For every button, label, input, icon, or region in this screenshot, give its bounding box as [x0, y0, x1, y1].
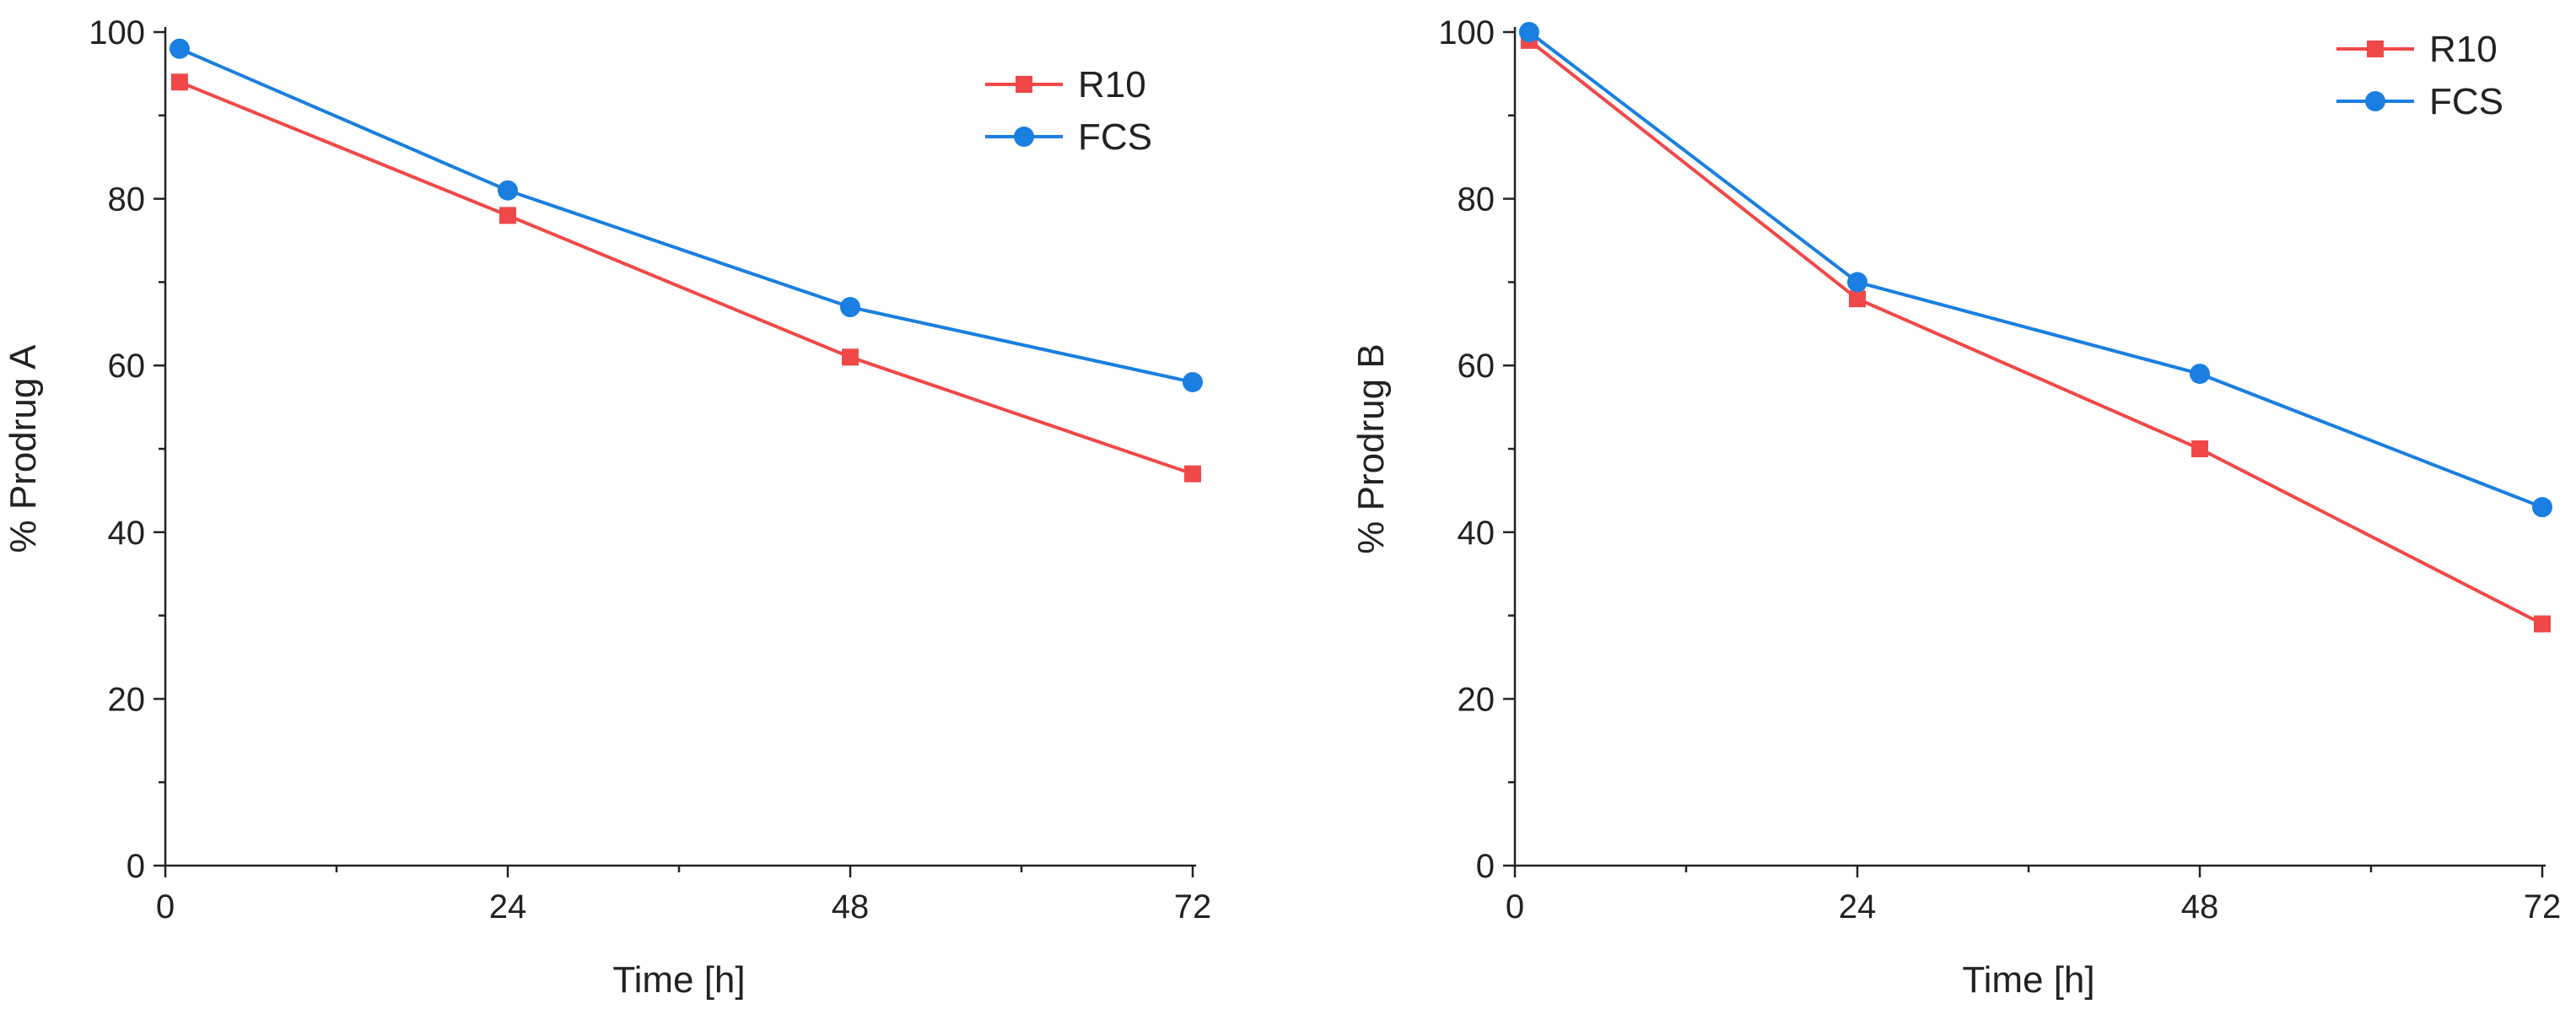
series-fcs: [1518, 22, 2552, 518]
legend-label: FCS: [1078, 116, 1152, 158]
data-point-r10: [1184, 465, 1201, 483]
legend-marker: [2367, 40, 2384, 57]
legend-entry-r10: R10: [985, 64, 1146, 105]
chart-panel-right: 0 20 40 60 80 100 0 24 48 72 Time [h] % Prodrug B R1…: [1350, 14, 2561, 1001]
data-point-r10: [499, 207, 516, 224]
data-point-fcs: [498, 180, 518, 201]
legend-marker: [1016, 76, 1032, 93]
y-tick-label: 20: [108, 681, 146, 718]
y-axis-title: % Prodrug B: [1350, 343, 1392, 553]
legend-entry-fcs: FCS: [2336, 81, 2503, 122]
data-point-fcs: [1847, 272, 1867, 293]
y-tick-label: 40: [1458, 515, 1495, 552]
chart-panel-left: 0 20 40 60 80 100 0 24 48 72 Time [h] % Prodrug A R1…: [3, 14, 1211, 1001]
x-tick-label: 0: [1506, 888, 1524, 926]
y-tick-label: 60: [1458, 348, 1495, 385]
series-line-r10: [179, 80, 1194, 476]
data-point-fcs: [2190, 364, 2210, 385]
data-point-fcs: [1183, 371, 1203, 392]
series-fcs: [169, 38, 1203, 392]
data-point-fcs: [2532, 497, 2552, 518]
y-tick-label: 80: [1458, 181, 1495, 219]
x-tick-label: 24: [489, 888, 527, 926]
y-tick-label: 40: [108, 515, 146, 552]
series-line-fcs: [1528, 30, 2543, 510]
legend-entry-r10: R10: [2336, 29, 2498, 70]
legend-marker: [2365, 91, 2385, 111]
y-tick-label: 60: [108, 348, 146, 385]
y-tick-label: 0: [127, 848, 145, 885]
x-tick-label: 72: [2524, 888, 2562, 926]
legend-entry-fcs: FCS: [985, 116, 1152, 158]
series-line-r10: [1528, 39, 2543, 626]
y-tick-label: 80: [108, 181, 146, 219]
x-tick-label: 48: [2181, 888, 2219, 926]
data-point-r10: [170, 73, 188, 91]
x-tick-label: 48: [832, 888, 870, 926]
data-point-r10: [2191, 440, 2208, 457]
legend-label: R10: [1078, 64, 1146, 105]
legend-label: FCS: [2429, 81, 2503, 122]
data-point-fcs: [1518, 22, 1539, 42]
x-axis-title: Time [h]: [612, 959, 745, 1001]
data-point-r10: [842, 348, 859, 366]
x-tick-label: 0: [156, 888, 175, 926]
data-point-r10: [1849, 290, 1866, 308]
y-axis-title: % Prodrug A: [3, 344, 44, 553]
y-tick-label: 100: [1438, 14, 1495, 51]
y-tick-label: 0: [1476, 848, 1495, 885]
series-line-fcs: [179, 46, 1194, 384]
data-point-fcs: [840, 297, 860, 318]
legend-label: R10: [2429, 29, 2498, 70]
series-r10: [170, 73, 1201, 483]
y-tick-label: 20: [1458, 681, 1495, 718]
series-r10: [1520, 31, 2551, 633]
x-axis-title: Time [h]: [1962, 959, 2094, 1001]
data-point-r10: [2534, 615, 2551, 633]
x-tick-label: 24: [1839, 888, 1877, 926]
y-tick-label: 100: [89, 14, 145, 51]
legend-marker: [1014, 127, 1034, 147]
x-tick-label: 72: [1174, 888, 1212, 926]
data-point-fcs: [169, 38, 190, 59]
